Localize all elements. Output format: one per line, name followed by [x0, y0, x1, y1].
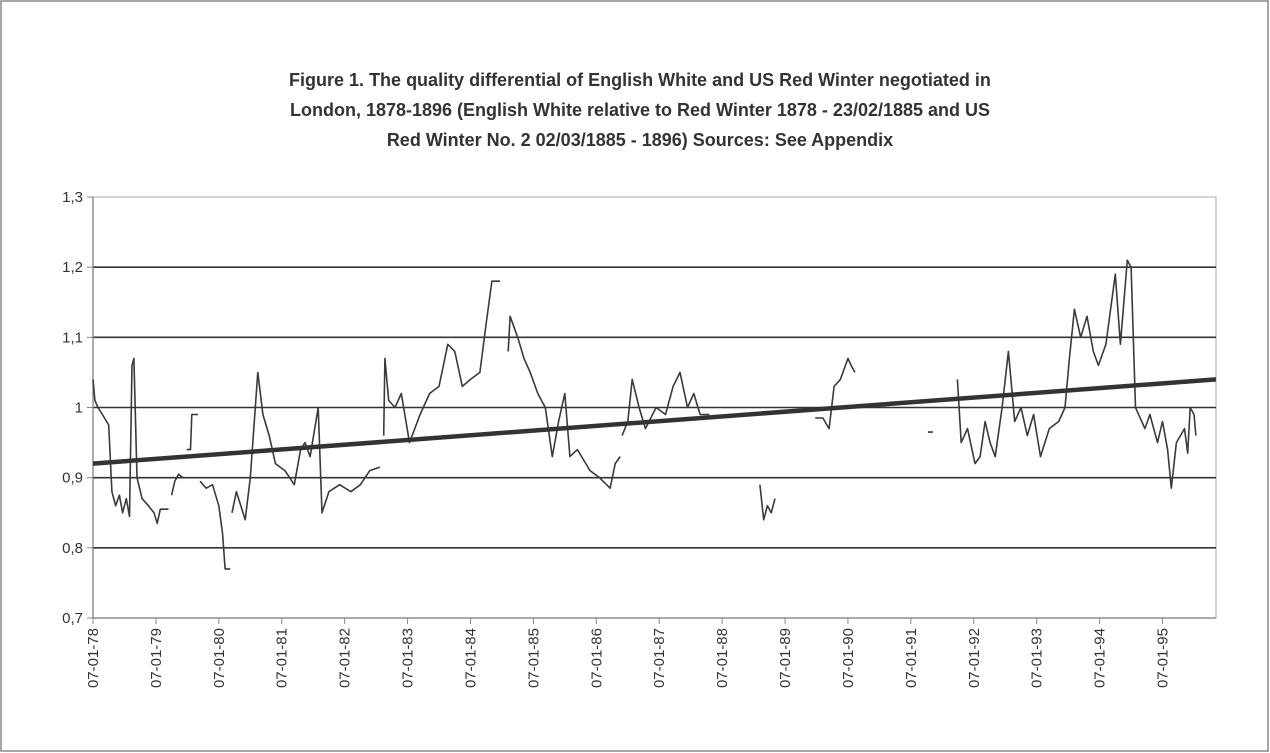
x-tick-label: 07-01-82	[337, 628, 354, 688]
data-line	[92, 377, 1217, 466]
x-tick-label: 07-01-89	[777, 628, 794, 688]
x-tick-label: 07-01-90	[840, 628, 857, 688]
x-tick-label: 07-01-92	[966, 628, 983, 688]
y-tick-label: 1,1	[62, 329, 83, 346]
y-tick-label: 0,7	[62, 610, 83, 627]
x-tick-label: 07-01-86	[588, 628, 605, 688]
x-tick-label: 07-01-80	[211, 628, 228, 688]
y-tick-label: 1	[75, 400, 83, 417]
chart-title: Red Winter No. 2 02/03/1885 - 1896) Sour…	[387, 130, 893, 150]
x-tick-label: 07-01-91	[903, 628, 920, 688]
x-tick-label: 07-01-81	[274, 628, 291, 688]
x-tick-label: 07-01-84	[462, 628, 479, 688]
x-tick-label: 07-01-79	[148, 628, 165, 688]
chart-title: London, 1878-1896 (English White relativ…	[290, 100, 990, 120]
x-tick-label: 07-01-87	[651, 628, 668, 688]
x-tick-label: 07-01-85	[525, 628, 542, 688]
y-tick-label: 0,9	[62, 470, 83, 487]
y-tick-label: 1,2	[62, 259, 83, 276]
x-tick-label: 07-01-88	[714, 628, 731, 688]
y-tick-label: 1,3	[62, 189, 83, 206]
chart-title: Figure 1. The quality differential of En…	[289, 70, 991, 90]
x-tick-label: 07-01-78	[85, 628, 102, 688]
x-tick-label: 07-01-83	[400, 628, 417, 688]
y-tick-label: 0,8	[62, 540, 83, 557]
x-tick-label: 07-01-95	[1155, 628, 1172, 688]
x-tick-label: 07-01-93	[1029, 628, 1046, 688]
x-tick-label: 07-01-94	[1092, 628, 1109, 688]
data-line	[92, 259, 1197, 570]
